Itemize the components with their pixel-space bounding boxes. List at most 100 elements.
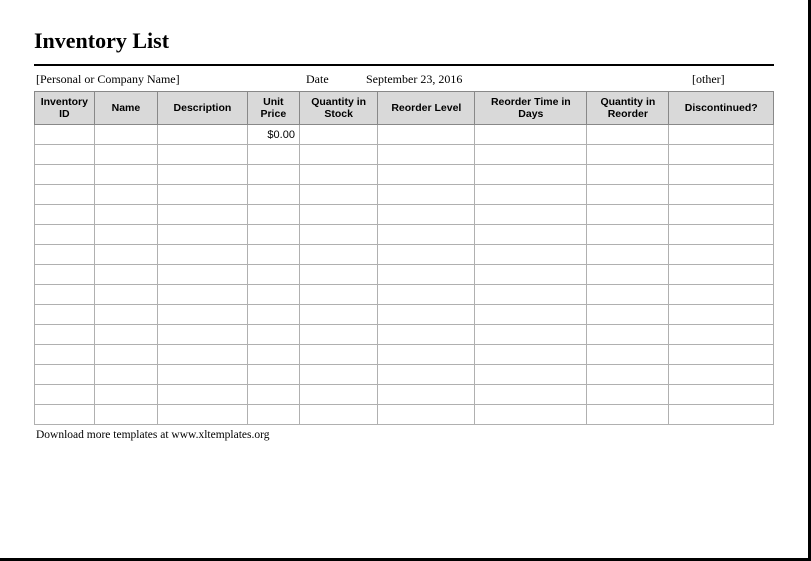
table-cell[interactable]	[669, 365, 774, 385]
table-cell[interactable]	[587, 405, 669, 425]
table-cell[interactable]	[299, 325, 377, 345]
table-cell[interactable]	[94, 145, 157, 165]
table-cell[interactable]	[378, 185, 475, 205]
table-cell[interactable]	[247, 225, 299, 245]
table-cell[interactable]	[299, 205, 377, 225]
table-cell[interactable]	[247, 305, 299, 325]
table-cell[interactable]	[378, 265, 475, 285]
table-cell[interactable]	[669, 285, 774, 305]
table-cell[interactable]	[35, 265, 95, 285]
table-cell[interactable]	[669, 345, 774, 365]
table-cell[interactable]	[247, 165, 299, 185]
table-cell[interactable]	[247, 405, 299, 425]
table-cell[interactable]	[35, 205, 95, 225]
table-cell[interactable]	[247, 205, 299, 225]
table-cell[interactable]	[299, 245, 377, 265]
table-cell[interactable]	[94, 165, 157, 185]
table-cell[interactable]	[378, 405, 475, 425]
table-cell[interactable]	[378, 225, 475, 245]
table-cell[interactable]	[475, 245, 587, 265]
table-cell[interactable]	[587, 385, 669, 405]
table-cell[interactable]	[247, 345, 299, 365]
table-cell[interactable]	[158, 125, 248, 145]
table-cell[interactable]	[158, 265, 248, 285]
table-cell[interactable]	[587, 285, 669, 305]
table-cell[interactable]	[299, 305, 377, 325]
table-cell[interactable]	[475, 405, 587, 425]
table-cell[interactable]	[378, 145, 475, 165]
table-cell[interactable]	[94, 345, 157, 365]
table-cell[interactable]	[94, 385, 157, 405]
table-cell[interactable]	[475, 125, 587, 145]
table-cell[interactable]	[158, 325, 248, 345]
table-cell[interactable]	[378, 305, 475, 325]
table-cell[interactable]	[94, 185, 157, 205]
table-cell[interactable]	[247, 365, 299, 385]
table-cell[interactable]	[587, 225, 669, 245]
table-cell[interactable]	[378, 385, 475, 405]
table-cell[interactable]	[247, 265, 299, 285]
table-cell[interactable]	[475, 325, 587, 345]
table-cell[interactable]	[247, 385, 299, 405]
table-cell[interactable]	[94, 225, 157, 245]
table-cell[interactable]	[587, 185, 669, 205]
table-cell[interactable]	[475, 205, 587, 225]
table-cell[interactable]	[669, 145, 774, 165]
table-cell[interactable]	[35, 245, 95, 265]
table-cell[interactable]	[94, 245, 157, 265]
table-cell[interactable]	[669, 405, 774, 425]
table-cell[interactable]	[158, 405, 248, 425]
table-cell[interactable]	[35, 125, 95, 145]
table-cell[interactable]	[94, 305, 157, 325]
table-cell[interactable]	[669, 165, 774, 185]
table-cell[interactable]	[378, 205, 475, 225]
table-cell[interactable]	[587, 145, 669, 165]
table-cell[interactable]	[475, 225, 587, 245]
table-cell[interactable]	[247, 285, 299, 305]
table-cell[interactable]	[158, 205, 248, 225]
table-cell[interactable]	[587, 165, 669, 185]
table-cell[interactable]	[378, 365, 475, 385]
table-cell[interactable]: $0.00	[247, 125, 299, 145]
table-cell[interactable]	[158, 185, 248, 205]
table-cell[interactable]	[475, 385, 587, 405]
table-cell[interactable]	[35, 165, 95, 185]
table-cell[interactable]	[94, 365, 157, 385]
table-cell[interactable]	[378, 325, 475, 345]
company-name-placeholder[interactable]: [Personal or Company Name]	[36, 72, 306, 87]
table-cell[interactable]	[94, 125, 157, 145]
table-cell[interactable]	[669, 225, 774, 245]
table-cell[interactable]	[35, 405, 95, 425]
table-cell[interactable]	[35, 285, 95, 305]
table-cell[interactable]	[35, 145, 95, 165]
table-cell[interactable]	[247, 245, 299, 265]
table-cell[interactable]	[35, 305, 95, 325]
table-cell[interactable]	[299, 125, 377, 145]
table-cell[interactable]	[158, 245, 248, 265]
table-cell[interactable]	[669, 125, 774, 145]
table-cell[interactable]	[35, 345, 95, 365]
table-cell[interactable]	[247, 325, 299, 345]
table-cell[interactable]	[94, 265, 157, 285]
table-cell[interactable]	[35, 325, 95, 345]
table-cell[interactable]	[158, 305, 248, 325]
table-cell[interactable]	[158, 345, 248, 365]
table-cell[interactable]	[475, 345, 587, 365]
table-cell[interactable]	[475, 185, 587, 205]
table-cell[interactable]	[669, 305, 774, 325]
table-cell[interactable]	[299, 345, 377, 365]
table-cell[interactable]	[158, 145, 248, 165]
table-cell[interactable]	[299, 225, 377, 245]
table-cell[interactable]	[158, 165, 248, 185]
table-cell[interactable]	[158, 385, 248, 405]
table-cell[interactable]	[378, 345, 475, 365]
table-cell[interactable]	[378, 125, 475, 145]
table-cell[interactable]	[475, 365, 587, 385]
table-cell[interactable]	[35, 365, 95, 385]
date-value[interactable]: September 23, 2016	[366, 72, 692, 87]
table-cell[interactable]	[587, 345, 669, 365]
table-cell[interactable]	[299, 185, 377, 205]
table-cell[interactable]	[669, 385, 774, 405]
table-cell[interactable]	[299, 285, 377, 305]
table-cell[interactable]	[587, 245, 669, 265]
